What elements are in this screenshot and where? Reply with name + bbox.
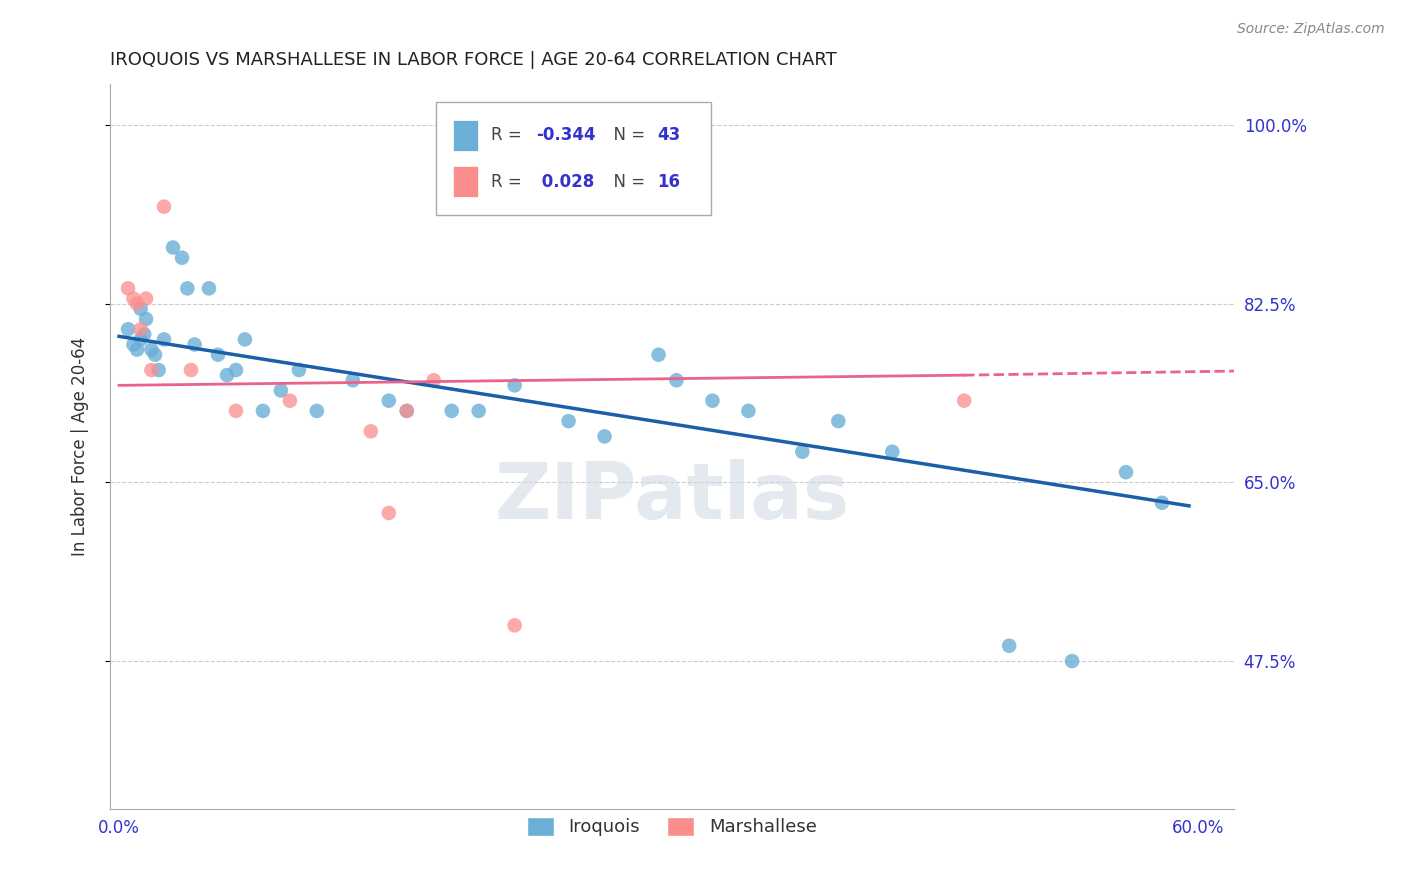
- Point: [122, 292, 145, 306]
- Point: [440, 404, 463, 418]
- Text: 16: 16: [658, 172, 681, 191]
- Point: [342, 373, 364, 387]
- Point: [665, 373, 688, 387]
- Point: [129, 322, 152, 336]
- Point: [953, 393, 976, 408]
- Point: [593, 429, 616, 443]
- Point: [503, 378, 526, 392]
- Point: [378, 393, 401, 408]
- Point: [422, 373, 444, 387]
- Point: [141, 363, 163, 377]
- Point: [882, 444, 904, 458]
- Text: ZIPatlas: ZIPatlas: [495, 459, 849, 535]
- Text: N =: N =: [603, 172, 651, 191]
- Point: [288, 363, 311, 377]
- Point: [198, 281, 221, 295]
- Text: R =: R =: [491, 172, 527, 191]
- Point: [225, 363, 247, 377]
- Point: [153, 200, 176, 214]
- Point: [278, 393, 301, 408]
- Text: Source: ZipAtlas.com: Source: ZipAtlas.com: [1237, 22, 1385, 37]
- Point: [117, 281, 139, 295]
- Point: [233, 333, 256, 347]
- Point: [180, 363, 202, 377]
- Point: [998, 639, 1021, 653]
- Point: [207, 348, 229, 362]
- Point: [395, 404, 418, 418]
- Point: [125, 296, 148, 310]
- Point: [143, 348, 166, 362]
- Point: [170, 251, 193, 265]
- Point: [183, 337, 205, 351]
- Point: [395, 404, 418, 418]
- Point: [737, 404, 759, 418]
- Point: [162, 240, 184, 254]
- Point: [252, 404, 274, 418]
- Legend: Iroquois, Marshallese: Iroquois, Marshallese: [520, 810, 824, 844]
- FancyBboxPatch shape: [453, 120, 478, 151]
- Text: -0.344: -0.344: [536, 127, 596, 145]
- Point: [134, 327, 156, 342]
- Point: [702, 393, 724, 408]
- Point: [467, 404, 489, 418]
- Point: [148, 363, 170, 377]
- Point: [827, 414, 849, 428]
- Point: [129, 333, 152, 347]
- Point: [225, 404, 247, 418]
- Point: [360, 425, 382, 439]
- Point: [270, 384, 292, 398]
- Point: [1115, 465, 1137, 479]
- Point: [305, 404, 328, 418]
- Point: [503, 618, 526, 632]
- Point: [135, 312, 157, 326]
- Point: [141, 343, 163, 357]
- Point: [135, 292, 157, 306]
- FancyBboxPatch shape: [436, 103, 711, 215]
- Point: [1062, 654, 1084, 668]
- Text: 43: 43: [658, 127, 681, 145]
- Point: [1150, 496, 1173, 510]
- Text: R =: R =: [491, 127, 527, 145]
- Point: [378, 506, 401, 520]
- Text: N =: N =: [603, 127, 651, 145]
- Point: [122, 337, 145, 351]
- Point: [557, 414, 579, 428]
- Point: [176, 281, 198, 295]
- Point: [792, 444, 814, 458]
- Point: [153, 333, 176, 347]
- Point: [215, 368, 238, 383]
- Y-axis label: In Labor Force | Age 20-64: In Labor Force | Age 20-64: [72, 337, 89, 557]
- Point: [129, 301, 152, 316]
- FancyBboxPatch shape: [453, 166, 478, 197]
- Text: IROQUOIS VS MARSHALLESE IN LABOR FORCE | AGE 20-64 CORRELATION CHART: IROQUOIS VS MARSHALLESE IN LABOR FORCE |…: [110, 51, 837, 69]
- Text: 0.028: 0.028: [536, 172, 595, 191]
- Point: [117, 322, 139, 336]
- Point: [647, 348, 669, 362]
- Point: [125, 343, 148, 357]
